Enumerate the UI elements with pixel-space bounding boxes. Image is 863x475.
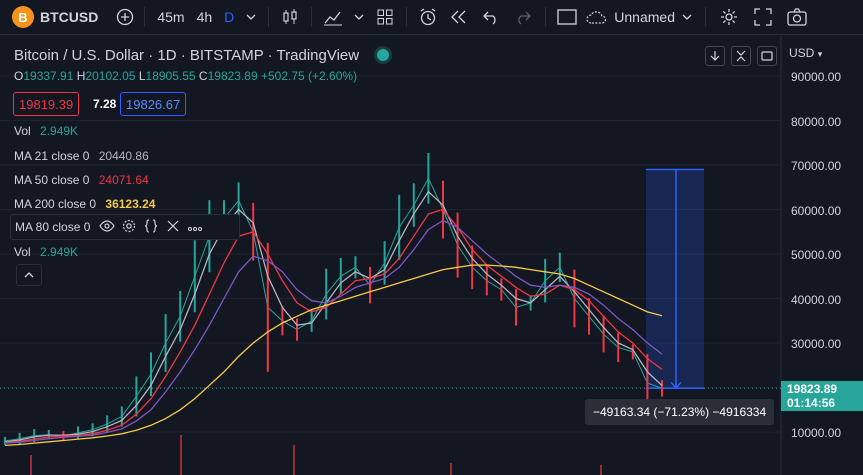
snapshot-icon[interactable] — [780, 0, 814, 35]
indicator-label: Vol — [14, 124, 31, 138]
indicator-value: 24071.64 — [98, 173, 149, 187]
indicator-volume-2[interactable]: Vol 2.949K — [14, 245, 78, 259]
chevron-down-icon[interactable] — [348, 0, 370, 35]
maximize-pane-button[interactable] — [757, 46, 777, 66]
top-toolbar: B BTCUSD 45m 4h D Unnamed — [0, 0, 863, 35]
y-tick: 70000.00 — [791, 159, 842, 173]
high-label: H — [76, 69, 86, 83]
candles-icon[interactable] — [275, 0, 305, 35]
add-symbol-icon[interactable] — [112, 0, 138, 35]
close-label: C — [198, 69, 208, 83]
volume-bar — [180, 435, 182, 475]
series-line-ma-200[interactable] — [4, 264, 663, 447]
arrow-down-icon — [710, 51, 720, 61]
symbol-search-button[interactable]: BTCUSD — [40, 9, 99, 25]
series-line-ma-50[interactable] — [4, 208, 663, 444]
open-value: 19337.91 — [23, 69, 74, 83]
chart-area[interactable]: Bitcoin / U.S. Dollar · 1D · BITSTAMP · … — [0, 36, 863, 475]
last-price-value: 19823.89 — [787, 382, 838, 396]
indicator-volume[interactable]: Vol 2.949K — [14, 124, 78, 138]
divider — [406, 7, 408, 27]
maximize-icon — [761, 51, 773, 61]
chart-title: Bitcoin / U.S. Dollar · 1D · BITSTAMP · … — [14, 47, 390, 64]
volume-bar — [600, 465, 602, 475]
bitcoin-logo-icon: B — [12, 6, 34, 28]
divider — [268, 7, 270, 27]
y-tick: 40000.00 — [791, 293, 842, 307]
chevron-down-icon[interactable] — [240, 0, 262, 35]
indicator-ma21[interactable]: MA 21 close 0 20440.86 — [14, 149, 149, 163]
measure-arrow — [670, 169, 682, 390]
layout-icon[interactable] — [552, 0, 582, 35]
close-value: 19823.89 — [207, 69, 258, 83]
ohlc-row: O19337.91 H20102.05 L18905.55 C19823.89 … — [14, 69, 357, 83]
y-tick: 10000.00 — [791, 426, 842, 440]
replay-icon[interactable] — [443, 0, 475, 35]
redo-icon[interactable] — [507, 0, 539, 35]
templates-icon[interactable] — [370, 0, 400, 35]
series-line-ma-21[interactable] — [4, 190, 663, 443]
indicator-label: Vol — [14, 245, 31, 259]
timeframe-d[interactable]: D — [224, 9, 235, 25]
market-status-icon — [377, 49, 390, 61]
divider — [545, 7, 547, 27]
divider — [704, 7, 706, 27]
indicators-icon[interactable] — [318, 0, 348, 35]
indicator-ma50[interactable]: MA 50 close 0 24071.64 — [14, 173, 149, 187]
volume-bar — [293, 445, 295, 475]
indicator-value: 2.949K — [40, 245, 79, 259]
volume-bar — [30, 455, 32, 475]
indicator-value: 36123.24 — [105, 197, 156, 211]
open-label: O — [14, 69, 24, 83]
measure-box[interactable] — [646, 169, 704, 389]
divider — [311, 7, 313, 27]
series-line-price[interactable] — [4, 177, 663, 442]
series-line-ma-80[interactable] — [4, 219, 663, 444]
volume-bar — [450, 463, 452, 475]
measure-label: −49163.34 (−71.23%) −4916334 — [585, 399, 775, 425]
y-tick: 60000.00 — [791, 204, 842, 218]
low-value: 18905.55 — [145, 69, 196, 83]
divider — [144, 7, 146, 27]
y-tick: 80000.00 — [791, 115, 842, 129]
indicator-label: MA 200 close 0 — [14, 197, 97, 211]
indicator-ma200[interactable]: MA 200 close 0 36123.24 — [14, 197, 155, 211]
change-value: +502.75 (+2.60%) — [261, 69, 358, 83]
chevron-down-icon[interactable] — [675, 0, 699, 35]
chevron-down-icon: ▾ — [817, 49, 823, 59]
y-tick: 30000.00 — [791, 337, 842, 351]
alert-icon[interactable] — [413, 0, 443, 35]
bar-countdown: 01:14:56 — [787, 396, 836, 410]
collapse-pane-button[interactable] — [731, 46, 751, 66]
indicator-label: MA 50 close 0 — [14, 173, 90, 187]
high-value: 20102.05 — [85, 69, 136, 83]
undo-icon[interactable] — [475, 0, 507, 35]
currency-selector[interactable]: USD ▾ — [789, 46, 822, 60]
scroll-down-button[interactable] — [705, 46, 725, 66]
cloud-icon[interactable] — [582, 0, 610, 35]
collapse-icon — [736, 50, 746, 62]
currency-label: USD — [789, 46, 815, 60]
last-price-label: 19823.89 01:14:56 — [781, 381, 863, 411]
y-tick: 50000.00 — [791, 248, 842, 262]
layout-name-button[interactable]: Unnamed — [614, 9, 675, 25]
indicator-label: MA 21 close 0 — [14, 149, 90, 163]
indicator-value: 20440.86 — [98, 149, 149, 163]
fullscreen-icon[interactable] — [746, 0, 780, 35]
y-tick: 90000.00 — [791, 70, 842, 84]
indicator-value: 2.949K — [40, 124, 79, 138]
low-label: L — [138, 69, 146, 83]
settings-icon[interactable] — [712, 0, 746, 35]
timeframe-4h[interactable]: 4h — [196, 9, 213, 25]
symbol-title: Bitcoin / U.S. Dollar · 1D · BITSTAMP · … — [14, 47, 360, 64]
timeframe-45m[interactable]: 45m — [157, 9, 185, 25]
